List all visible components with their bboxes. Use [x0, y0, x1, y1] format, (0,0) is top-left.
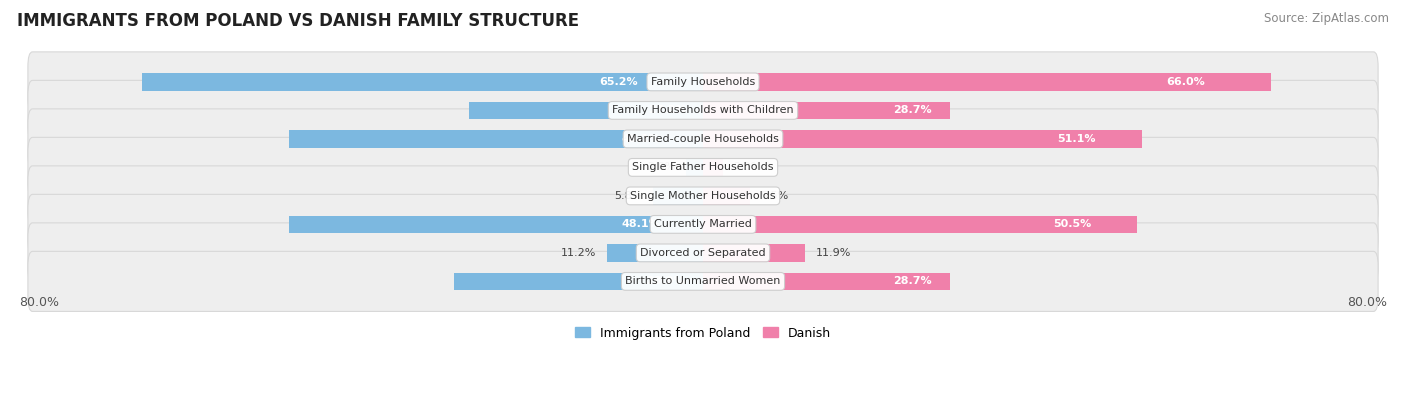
FancyBboxPatch shape: [28, 166, 1378, 226]
Text: Single Mother Households: Single Mother Households: [630, 191, 776, 201]
Text: 80.0%: 80.0%: [20, 296, 59, 309]
Bar: [290, 130, 703, 148]
Text: 11.2%: 11.2%: [561, 248, 596, 258]
FancyBboxPatch shape: [28, 52, 1378, 112]
Text: 2.3%: 2.3%: [733, 162, 762, 172]
Bar: [142, 73, 703, 91]
Text: 2.0%: 2.0%: [647, 162, 675, 172]
Text: Family Households with Children: Family Households with Children: [612, 105, 794, 115]
Bar: [703, 187, 751, 205]
Text: 65.2%: 65.2%: [599, 77, 638, 87]
Bar: [703, 73, 1271, 91]
Bar: [703, 158, 723, 176]
Bar: [654, 187, 703, 205]
Text: 50.5%: 50.5%: [1053, 219, 1091, 229]
Text: 66.0%: 66.0%: [1166, 77, 1205, 87]
Text: Source: ZipAtlas.com: Source: ZipAtlas.com: [1264, 12, 1389, 25]
FancyBboxPatch shape: [28, 109, 1378, 169]
Text: 80.0%: 80.0%: [1347, 296, 1386, 309]
Bar: [703, 216, 1137, 233]
Bar: [703, 130, 1143, 148]
Text: 28.7%: 28.7%: [893, 276, 932, 286]
Text: Currently Married: Currently Married: [654, 219, 752, 229]
Bar: [703, 244, 806, 262]
Bar: [454, 273, 703, 290]
Text: Births to Unmarried Women: Births to Unmarried Women: [626, 276, 780, 286]
Legend: Immigrants from Poland, Danish: Immigrants from Poland, Danish: [575, 327, 831, 340]
FancyBboxPatch shape: [28, 251, 1378, 311]
FancyBboxPatch shape: [28, 137, 1378, 198]
Text: 5.8%: 5.8%: [614, 191, 643, 201]
Bar: [470, 102, 703, 119]
FancyBboxPatch shape: [28, 80, 1378, 141]
Text: Single Father Households: Single Father Households: [633, 162, 773, 172]
Text: Family Households: Family Households: [651, 77, 755, 87]
Text: 48.1%: 48.1%: [621, 219, 661, 229]
Bar: [606, 244, 703, 262]
Text: 28.7%: 28.7%: [893, 105, 932, 115]
Bar: [290, 216, 703, 233]
Text: 51.1%: 51.1%: [1057, 134, 1095, 144]
Bar: [686, 158, 703, 176]
Bar: [703, 102, 950, 119]
Text: 28.9%: 28.9%: [647, 276, 685, 286]
Text: 11.9%: 11.9%: [815, 248, 851, 258]
Text: Married-couple Households: Married-couple Households: [627, 134, 779, 144]
Text: IMMIGRANTS FROM POLAND VS DANISH FAMILY STRUCTURE: IMMIGRANTS FROM POLAND VS DANISH FAMILY …: [17, 12, 579, 30]
Text: 27.2%: 27.2%: [648, 105, 688, 115]
Bar: [703, 273, 950, 290]
Text: 48.1%: 48.1%: [621, 134, 661, 144]
Text: 5.5%: 5.5%: [761, 191, 789, 201]
Text: Divorced or Separated: Divorced or Separated: [640, 248, 766, 258]
FancyBboxPatch shape: [28, 223, 1378, 283]
FancyBboxPatch shape: [28, 194, 1378, 254]
